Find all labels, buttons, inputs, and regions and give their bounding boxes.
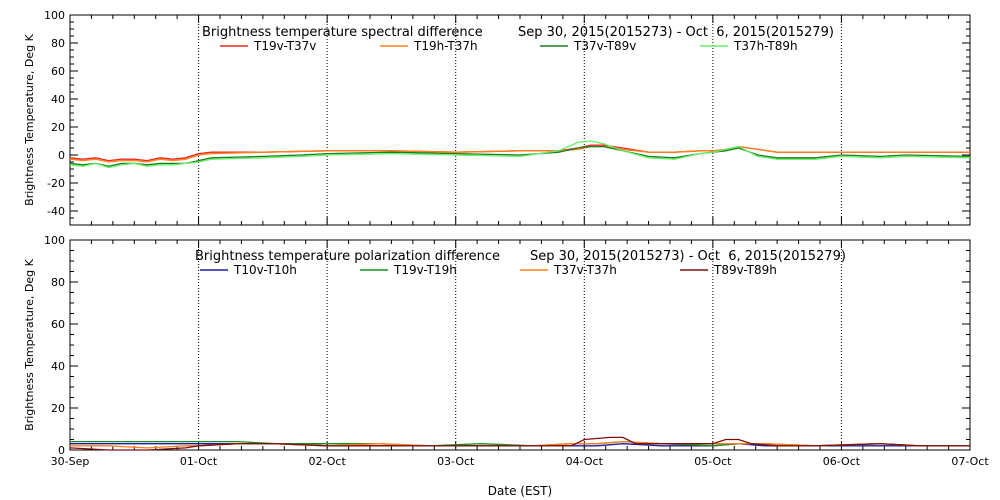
y-tick-label: 20 [51,402,65,415]
polarization-difference-panel: 0 20 40 60 80 100 30-Sep 01-Oct 02-Oct 03-Oct 04-… [23,234,989,498]
x-tick-label: 03-Oct [437,455,475,468]
legend-label: T10v-T10h [233,263,297,277]
y-axis-label: Brightness Temperature, Deg K [23,33,36,205]
x-tick-label: 07-Oct [951,455,989,468]
legend-label: T19v-T37v [253,39,316,53]
x-tick-label: 30-Sep [51,455,90,468]
y-axis-label: Brightness Temperature, Deg K [23,258,36,430]
legend: T19v-T37v T19h-T37h T37v-T89v T37h-T89h [220,39,798,53]
x-tick-label: 06-Oct [823,455,861,468]
date-range: Sep 30, 2015(2015273) - Oct 6, 2015(2015… [530,249,846,264]
y-tick-label: 0 [58,149,65,162]
y-tick-label: 0 [58,444,65,457]
y-tick-label: -20 [47,177,65,190]
y-tick-label: 60 [51,318,65,331]
x-ticks: 30-Sep 01-Oct 02-Oct 03-Oct 04-Oct 05-Oct 06-O… [51,240,989,468]
y-axis: -40 -20 0 20 40 60 80 100 [44,9,970,226]
legend: T10v-T10h T19v-T19h T37v-T37h T89v-T89h [200,263,777,277]
x-tick-label: 02-Oct [308,455,346,468]
y-tick-label: 100 [44,9,65,22]
y-tick-label: 80 [51,276,65,289]
series-line [69,140,971,169]
series-lines [69,140,971,169]
plot-frame [69,14,971,226]
y-tick-label: 100 [44,234,65,247]
y-tick-label: 20 [51,121,65,134]
x-axis-label: Date (EST) [488,484,552,498]
legend-label: T19h-T37h [413,39,478,53]
plot-frame [69,239,971,451]
series-lines [69,436,970,451]
legend-label: T37v-T89v [573,39,636,53]
legend-label: T19v-T19h [393,263,457,277]
legend-label: T89v-T89h [713,263,777,277]
x-tick-label: 01-Oct [180,455,218,468]
series-line [69,145,970,163]
y-tick-label: -40 [47,205,65,218]
x-ticks [69,15,971,225]
y-tick-label: 40 [51,93,65,106]
x-tick-label: 04-Oct [566,455,604,468]
y-tick-label: 40 [51,360,65,373]
x-tick-label: 05-Oct [694,455,732,468]
y-tick-label: 80 [51,37,65,50]
spectral-difference-panel: -40 -20 0 20 40 60 80 100 Brightness temperatur… [23,9,971,226]
legend-label: T37h-T89h [733,39,798,53]
grid-lines [198,15,842,225]
series-line [69,436,970,451]
legend-label: T37v-T37h [553,263,617,277]
y-axis: 0 20 40 60 80 100 [44,234,970,457]
series-line [69,144,970,162]
y-tick-label: 60 [51,65,65,78]
grid-lines [198,240,842,450]
date-range: Sep 30, 2015(2015273) - Oct 6, 2015(2015… [518,25,834,40]
chart-title: Brightness temperature polarization diff… [195,249,500,264]
chart-title: Brightness temperature spectral differen… [202,25,483,40]
